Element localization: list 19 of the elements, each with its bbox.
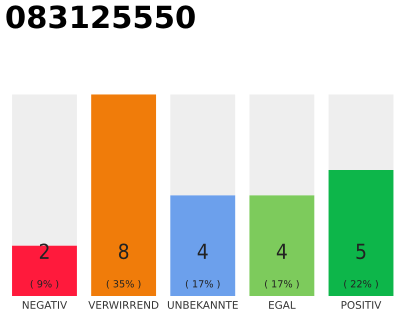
bar [12,246,77,296]
bar [328,170,394,296]
bar [328,94,394,170]
x-tick-label: EGAL [269,301,296,309]
bar [249,94,314,196]
chart-title: 083125550 [6,5,195,28]
x-tick-label: NEGATIV [22,301,68,309]
data-label: 5 ( 22% ) [344,244,378,289]
bar [170,94,236,196]
bar [170,195,236,296]
data-label: 2 ( 9% ) [30,243,58,289]
x-tick-label: VERWIRREND [88,301,158,309]
x-tick-label: POSITIV [342,301,382,309]
x-tick-label: UNBEKANNTE [168,301,238,309]
data-label: 4 ( 17% ) [186,244,220,289]
bar [91,94,156,296]
data-label: 8 ( 35% ) [106,243,140,289]
data-label: 4 ( 17% ) [265,244,299,289]
bar [249,195,314,296]
